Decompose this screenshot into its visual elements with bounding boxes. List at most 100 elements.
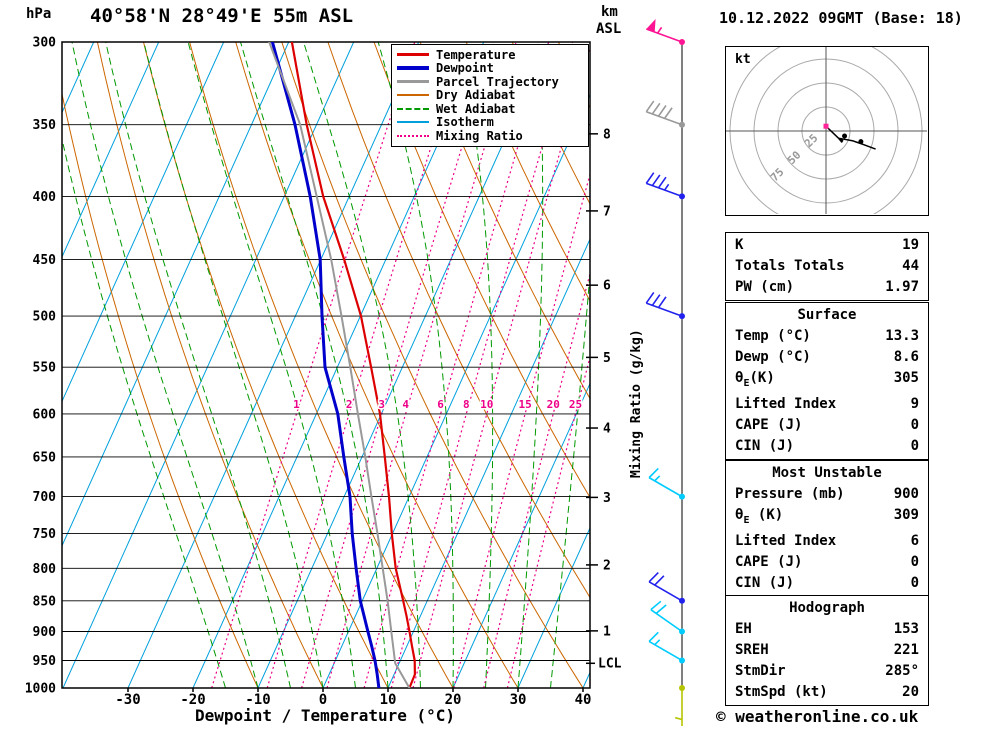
svg-text:750: 750 [33,527,57,542]
pressure-unit-label: hPa [26,6,52,22]
svg-text:15: 15 [519,398,532,411]
mixing-ratio-line-swatch [397,134,429,137]
mixing-ratio-axis-title: Mixing Ratio (g/kg) [629,329,644,478]
svg-text:-20: -20 [180,692,205,708]
svg-text:400: 400 [33,190,57,205]
temperature-line-swatch [397,53,429,57]
svg-text:600: 600 [33,407,57,422]
table-title: Hodograph [789,600,865,616]
table-row: PW (cm) 1.97 [726,277,928,298]
table-row: CIN (J) 0 [735,437,919,454]
table-row: CIN (J) 0 [735,574,919,591]
svg-text:8: 8 [603,127,611,142]
wet-adiabat-line-swatch [397,107,429,110]
svg-text:20: 20 [445,692,462,708]
hodograph-trace [825,125,876,150]
legend-item-parcel: Parcel Trajectory [397,75,588,89]
legend-item-wet-adiabat: Wet Adiabat [397,102,588,116]
svg-text:30: 30 [510,692,527,708]
table-title: Most Unstable [772,465,882,481]
svg-text:6: 6 [603,279,611,294]
value: 1.97 [885,279,919,295]
altitude-unit-asl-label: ASL [596,21,622,37]
svg-text:500: 500 [33,310,57,325]
svg-text:800: 800 [33,562,57,577]
svg-text:700: 700 [33,490,57,505]
surface-table: Surface Temp (°C) 13.3 Dewp (°C) 8.6 θE(K)… [725,302,929,460]
svg-text:-30: -30 [115,692,140,708]
svg-text:3: 3 [378,398,385,411]
svg-text:8: 8 [463,398,470,411]
svg-text:2: 2 [603,558,611,573]
svg-text:6: 6 [437,398,444,411]
sounding-curves [268,42,416,688]
lcl-label: LCL [598,656,622,671]
hodograph-markers [842,133,864,145]
table-row: K 19 [726,235,928,256]
svg-text:350: 350 [33,118,57,133]
table-row: Lifted Index 6 [735,532,919,549]
mixing-ratio-labels: 1 2 3 4 6 8 10 15 20 25 [292,396,584,412]
table-row: CAPE (J) 0 [735,416,919,433]
svg-text:550: 550 [33,361,57,376]
isotherm-line-swatch [397,121,429,124]
value: 19 [902,237,919,253]
svg-text:40: 40 [575,692,592,708]
legend-item-dewpoint: Dewpoint [397,61,588,75]
legend-item-temperature: Temperature [397,48,588,62]
dewpoint-line-swatch [397,66,429,71]
table-row: SREH 221 [735,642,919,658]
indices-table: K 19 Totals Totals 44 PW (cm) 1.97 [725,232,929,301]
x-axis-title: Dewpoint / Temperature (°C) [194,706,456,725]
svg-text:5: 5 [603,351,611,366]
table-row: StmDir 285° [735,663,919,679]
svg-text:1: 1 [293,398,300,411]
svg-text:4: 4 [603,422,611,437]
svg-text:7: 7 [603,204,611,219]
hodograph-unit-label: kt [735,52,751,67]
table-row: Dewp (°C) 8.6 [735,349,919,365]
svg-text:650: 650 [33,450,57,465]
table-row: Totals Totals 44 [726,256,928,277]
hodograph-panel: 25 50 75 kt [725,34,929,228]
svg-text:75: 75 [768,165,787,184]
svg-text:1000: 1000 [25,682,56,697]
legend-item-dry-adiabat: Dry Adiabat [397,88,588,102]
table-row: θE(K) 305 [735,370,919,389]
dry-adiabat-line-swatch [397,94,429,97]
svg-text:2: 2 [346,398,353,411]
plot-frame [61,41,591,689]
table-row: Temp (°C) 13.3 [735,328,919,344]
svg-text:900: 900 [33,625,57,640]
legend-item-mixing-ratio: Mixing Ratio [397,129,588,143]
most-unstable-table: Most Unstable Pressure (mb) 900 θE (K) 309… [725,460,929,597]
legend-item-isotherm: Isotherm [397,115,588,129]
parcel-trajectory-curve [268,42,411,688]
svg-text:-10: -10 [245,692,270,708]
svg-text:1: 1 [603,624,611,639]
wind-barbs [645,19,685,726]
temperature-curve [290,42,416,688]
table-row: Pressure (mb) 900 [735,486,919,502]
temp-axis-labels: -30 -20 -10 0 10 20 30 40 [115,688,591,708]
svg-text:25: 25 [569,398,582,411]
copyright-label: © weatheronline.co.uk [716,707,919,726]
altitude-unit-km-label: km [601,4,618,20]
svg-text:450: 450 [33,253,57,268]
svg-text:3: 3 [603,491,611,506]
table-row: StmSpd (kt) 20 [735,684,919,700]
svg-text:10: 10 [380,692,397,708]
svg-text:10: 10 [480,398,493,411]
svg-text:4: 4 [402,398,409,411]
svg-text:300: 300 [33,36,57,51]
svg-text:950: 950 [33,654,57,669]
date-label: 10.12.2022 09GMT (Base: 18) [719,9,963,27]
legend: Temperature Dewpoint Parcel Trajectory D… [391,44,589,147]
svg-text:25: 25 [802,132,821,151]
svg-text:850: 850 [33,594,57,609]
table-title: Surface [797,307,857,323]
svg-text:0: 0 [319,692,327,708]
